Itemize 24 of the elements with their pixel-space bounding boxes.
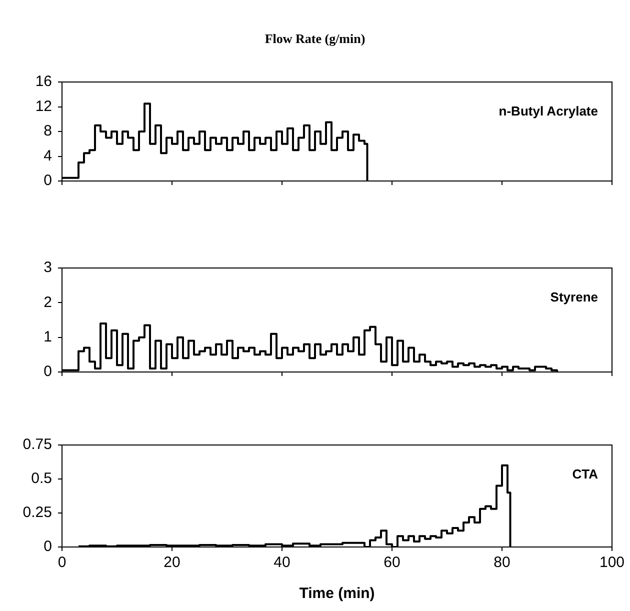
- x-tick-label: 0: [58, 554, 66, 572]
- y-tick-label: 0: [44, 538, 52, 556]
- y-tick-label: 0: [44, 363, 52, 380]
- y-tick-label: 0.25: [22, 504, 52, 522]
- y-tick-label: 12: [35, 98, 52, 115]
- x-tick-label: 80: [494, 554, 510, 572]
- y-tick-label: 16: [35, 73, 52, 90]
- x-tick-label: 20: [164, 554, 180, 572]
- y-tick-label: 0.5: [31, 470, 52, 488]
- y-tick-label: 2: [44, 294, 52, 311]
- text: Styrene: [550, 290, 598, 305]
- x-tick-label: 40: [274, 554, 290, 572]
- x-axis-title: Time (min): [299, 585, 375, 602]
- y-tick-label: 4: [44, 147, 52, 164]
- y-tick-label: 3: [44, 259, 52, 276]
- text: CTA: [572, 466, 599, 482]
- x-tick-label: 60: [384, 554, 400, 572]
- y-tick-label: 1: [44, 328, 52, 346]
- chart-title: Flow Rate (g/min): [264, 31, 366, 47]
- y-tick-label: 0: [44, 172, 52, 190]
- y-tick-label: 8: [44, 122, 52, 140]
- text: n-Butyl Acrylate: [498, 104, 598, 119]
- y-tick-label: 0.75: [22, 436, 52, 454]
- x-tick-label: 100: [599, 554, 625, 572]
